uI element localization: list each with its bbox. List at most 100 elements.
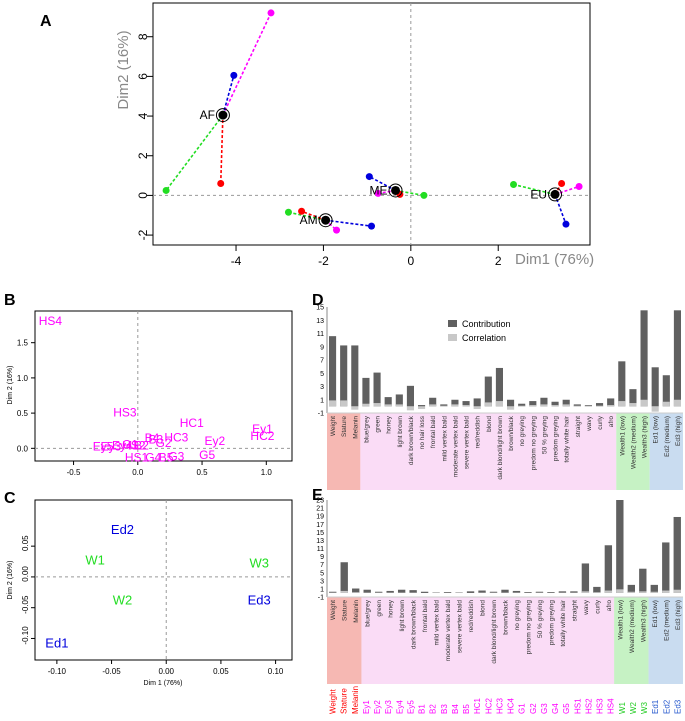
point-label-g5: G5	[199, 448, 215, 462]
variable-code-label: B4	[451, 704, 460, 714]
variable-code-label: G5	[562, 703, 571, 714]
group-band-pigmentation-e	[361, 597, 615, 684]
bar-correlation-d	[484, 402, 492, 407]
variable-code-label: Ey5	[406, 700, 415, 714]
category-label-e: Weight	[330, 600, 337, 620]
x-tick-label-a: 2	[495, 254, 502, 268]
category-label-e: totally white hair	[560, 599, 567, 646]
centroid-am	[321, 215, 331, 225]
category-label-d: afro	[608, 416, 615, 428]
point-eu-red	[558, 180, 566, 188]
bar-contribution-e	[673, 516, 681, 593]
variable-code-label: Ed2	[662, 699, 671, 714]
point-am-magenta	[333, 226, 341, 234]
y-tick-label-a: 0	[136, 192, 150, 199]
y-axis-title-c: Dim 2 (16%)	[7, 561, 14, 600]
x-tick-label-b: 1.0	[261, 468, 273, 477]
panel-label-b: B	[4, 292, 16, 309]
group-band-pigmentation-d	[360, 413, 617, 490]
category-label-e: Melanin	[353, 600, 360, 623]
legend-swatch-correlation	[448, 334, 457, 341]
bar-contribution-e	[662, 542, 670, 593]
x-axis-title-a: Dim1 (76%)	[515, 251, 594, 268]
point-label-g4: G4	[145, 451, 161, 465]
category-label-d: predom greying	[553, 416, 560, 462]
bar-correlation-e	[581, 591, 590, 593]
category-label-e: Wealth1 (low)	[617, 600, 624, 640]
category-label-d: Wealth3 (high)	[642, 416, 649, 458]
bar-correlation-d	[406, 406, 414, 411]
y-tick-label-e: 13	[316, 538, 324, 545]
bar-contribution-d	[384, 397, 392, 407]
point-af-red	[217, 180, 225, 188]
category-label-d: Melanin	[352, 416, 359, 439]
point-af-magenta	[267, 9, 275, 17]
point-label-hs1: HS1	[125, 451, 149, 465]
centroid-me	[391, 185, 401, 195]
category-label-e: green	[376, 600, 383, 617]
category-label-e: dark blond/light brown	[491, 600, 498, 664]
bar-correlation-d	[440, 405, 448, 407]
bar-contribution-d	[562, 399, 570, 407]
category-label-d: Wealth1 (low)	[619, 416, 626, 456]
bar-contribution-d	[473, 398, 481, 407]
category-label-e: Wealth2 (medium)	[629, 600, 636, 653]
y-tick-label-e: 21	[316, 506, 324, 513]
category-label-e: frontal bald	[422, 600, 429, 633]
variable-code-label: Stature	[340, 688, 349, 714]
bar-correlation-d	[329, 400, 337, 407]
bar-correlation-e	[627, 591, 635, 593]
x-tick-label-c: -0.10	[48, 667, 67, 676]
bar-correlation-d	[573, 405, 581, 407]
point-label-ey4: Ey4	[112, 439, 133, 453]
variable-code-label: G4	[551, 703, 560, 714]
bar-contribution-d	[673, 310, 681, 407]
y-tick-label-a: 8	[136, 33, 150, 40]
y-tick-label-c: -0.10	[21, 626, 30, 645]
legend-swatch-contribution	[448, 320, 457, 327]
variable-code-label: G2	[529, 703, 538, 714]
category-label-d: red/reddish	[475, 416, 482, 449]
variable-code-label: B1	[418, 704, 427, 714]
category-label-d: Ed2 (medium)	[664, 416, 671, 457]
variable-code-label: HC2	[484, 697, 493, 714]
ray-af-red	[219, 115, 224, 184]
category-label-d: severe vertex bald	[464, 416, 471, 469]
bar-correlation-e	[604, 590, 613, 593]
bar-correlation-d	[640, 399, 648, 407]
bar-contribution-e	[409, 590, 417, 593]
bar-contribution-e	[604, 545, 613, 593]
variable-code-label: G1	[518, 703, 527, 714]
bar-correlation-d	[584, 405, 592, 407]
category-label-e: straight	[571, 600, 578, 622]
ray-af-green	[165, 114, 224, 191]
bar-correlation-d	[507, 406, 515, 410]
bar-contribution-d	[518, 403, 526, 407]
bar-correlation-d	[662, 401, 670, 407]
bar-correlation-d	[618, 401, 626, 407]
bar-contribution-e	[581, 563, 590, 593]
bar-contribution-d	[451, 399, 459, 407]
y-tick-label-d: 7	[320, 358, 324, 365]
bar-correlation-d	[651, 406, 659, 412]
centroid-label-am: AM	[300, 213, 318, 227]
category-label-e: moderate vertex bald	[445, 600, 452, 661]
bar-contribution-d	[418, 405, 426, 407]
bar-correlation-d	[373, 403, 381, 407]
category-label-e: red/reddish	[468, 600, 475, 633]
point-label-hc2: HC2	[250, 429, 274, 443]
category-label-d: honey	[386, 415, 393, 433]
category-label-e: severe vertex bald	[457, 600, 464, 653]
x-tick-label-a: -4	[231, 254, 242, 268]
bar-contribution-d	[618, 361, 626, 407]
y-tick-label-a: -2	[136, 229, 150, 240]
y-tick-label-e: 17	[316, 522, 324, 529]
y-tick-label-c: -0.05	[21, 595, 30, 614]
group-band-physical-e	[327, 597, 362, 684]
y-tick-label-c: 0.00	[21, 566, 30, 582]
ray-eu-magenta	[554, 185, 580, 196]
x-tick-label-c: 0.10	[268, 667, 284, 676]
point-label-ey3: Ey3	[100, 439, 121, 453]
